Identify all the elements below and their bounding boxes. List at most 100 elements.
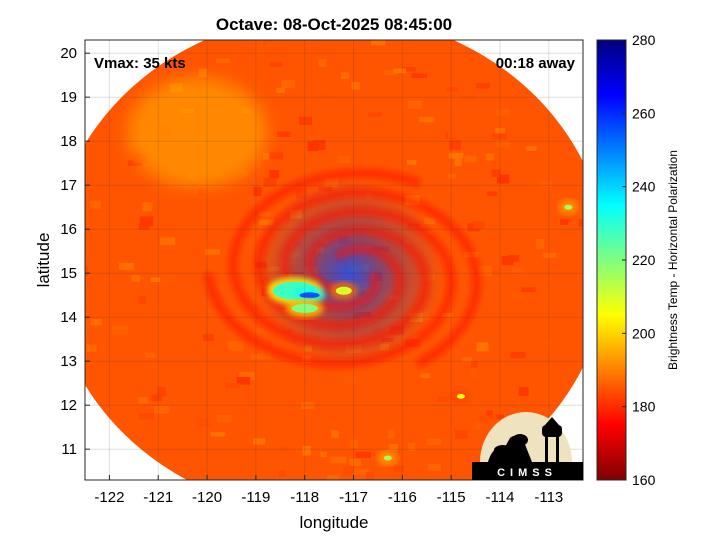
texture-cell bbox=[464, 155, 477, 163]
texture-cell bbox=[327, 474, 340, 480]
time-away-annotation: 00:18 away bbox=[496, 55, 576, 72]
grid bbox=[85, 40, 583, 480]
texture-cell bbox=[67, 250, 78, 260]
texture-cell bbox=[470, 361, 478, 368]
texture-cell bbox=[408, 442, 416, 451]
texture-cell bbox=[472, 220, 485, 230]
texture-cell bbox=[330, 456, 347, 464]
texture-cell bbox=[269, 152, 284, 160]
y-tick-label: 11 bbox=[61, 441, 77, 458]
texture-cell bbox=[457, 163, 471, 173]
texture-cell bbox=[543, 252, 557, 258]
texture-cell bbox=[262, 40, 273, 45]
texture-cell bbox=[496, 174, 510, 184]
texture-cell bbox=[368, 112, 382, 117]
texture-cell bbox=[86, 344, 97, 352]
texture-cell bbox=[388, 444, 398, 451]
logo-banner bbox=[472, 462, 583, 480]
texture-cell bbox=[496, 140, 511, 148]
texture-cell bbox=[477, 265, 492, 276]
spiral-band bbox=[228, 169, 431, 349]
texture-cell bbox=[127, 160, 143, 166]
texture-cell bbox=[560, 219, 569, 226]
texture-cell bbox=[422, 128, 432, 134]
texture-cell bbox=[255, 328, 265, 334]
texture-cell bbox=[145, 352, 156, 358]
texture-cell bbox=[118, 262, 134, 271]
x-tick-label: -122 bbox=[94, 489, 124, 506]
texture-cell bbox=[495, 414, 505, 419]
texture-cell bbox=[216, 58, 230, 63]
y-tick-label: 16 bbox=[60, 221, 77, 238]
texture-cell bbox=[427, 438, 442, 445]
texture-cell bbox=[393, 68, 406, 74]
texture-cell bbox=[90, 318, 102, 326]
texture-cell bbox=[142, 202, 153, 212]
texture-cell bbox=[343, 466, 354, 476]
texture-cell bbox=[407, 100, 422, 110]
texture-cell bbox=[496, 109, 510, 116]
texture-cell bbox=[552, 193, 560, 199]
spiral-band bbox=[203, 206, 456, 368]
vmax-annotation: Vmax: 35 kts bbox=[94, 55, 186, 72]
texture-cell bbox=[139, 216, 154, 227]
logo-text: CIMSS bbox=[497, 467, 557, 479]
plot-frame bbox=[84, 39, 584, 481]
texture-cell bbox=[331, 429, 339, 438]
texture-cell bbox=[462, 357, 473, 362]
chart-title: Octave: 08-Oct-2025 08:45:00 bbox=[216, 15, 452, 34]
colorbar-tick-label: 200 bbox=[632, 325, 656, 341]
texture-cell bbox=[278, 470, 286, 478]
northwest-warm-patch bbox=[127, 77, 268, 188]
texture-cell bbox=[475, 423, 482, 429]
texture-cell bbox=[250, 354, 265, 360]
texture-cell bbox=[487, 270, 498, 276]
colorbar-ticks: 160 180 200 220 240 260 280 bbox=[622, 32, 656, 488]
texture-cell bbox=[388, 429, 395, 439]
texture-cell bbox=[253, 186, 262, 197]
texture-cell bbox=[205, 249, 220, 255]
y-tick-label: 18 bbox=[60, 133, 77, 150]
texture-cell bbox=[390, 40, 402, 41]
convection-core bbox=[299, 292, 320, 299]
texture-cell bbox=[449, 140, 461, 150]
convection-core bbox=[335, 286, 352, 295]
y-axis-label: latitude bbox=[34, 233, 53, 288]
texture-cell bbox=[454, 306, 466, 314]
texture-cell bbox=[384, 70, 397, 76]
texture-cell bbox=[328, 415, 338, 420]
texture-cell bbox=[198, 189, 206, 196]
y-tick-label: 17 bbox=[60, 177, 77, 194]
texture-cell bbox=[461, 96, 478, 101]
x-axis: -122 -121 -120 -119 -118 -117 -116 -115 -114 -113 bbox=[94, 475, 563, 506]
x-tick-label: -120 bbox=[192, 489, 222, 506]
texture-cell bbox=[236, 376, 251, 385]
colorbar-tick-label: 180 bbox=[632, 399, 656, 415]
texture-cell bbox=[453, 333, 466, 344]
texture-cell bbox=[491, 133, 507, 140]
convection-core bbox=[383, 455, 392, 461]
texture-cell bbox=[203, 333, 214, 342]
texture-cell bbox=[138, 397, 148, 404]
colorbar-tick-label: 240 bbox=[632, 179, 656, 195]
colorbar-tick-label: 220 bbox=[632, 252, 656, 268]
texture-cell bbox=[197, 417, 212, 427]
texture-cell bbox=[336, 155, 351, 164]
texture-cell bbox=[419, 116, 435, 123]
texture-cell bbox=[410, 356, 419, 366]
texture-cell bbox=[139, 413, 154, 420]
texture-cell bbox=[241, 169, 249, 180]
texture-cell bbox=[302, 445, 311, 456]
texture-cell bbox=[521, 287, 536, 293]
texture-cell bbox=[281, 80, 295, 89]
texture-cell bbox=[349, 458, 362, 466]
texture-cell bbox=[224, 383, 240, 389]
texture-cell bbox=[276, 87, 285, 93]
texture-cell bbox=[486, 410, 493, 418]
texture-cell bbox=[269, 62, 283, 67]
texture-cell bbox=[512, 267, 524, 273]
y-tick-label: 13 bbox=[60, 353, 77, 370]
y-axis: 11 12 13 14 15 16 17 18 19 20 bbox=[60, 45, 90, 458]
y-tick-label: 15 bbox=[60, 265, 77, 282]
texture-cell bbox=[353, 468, 369, 476]
